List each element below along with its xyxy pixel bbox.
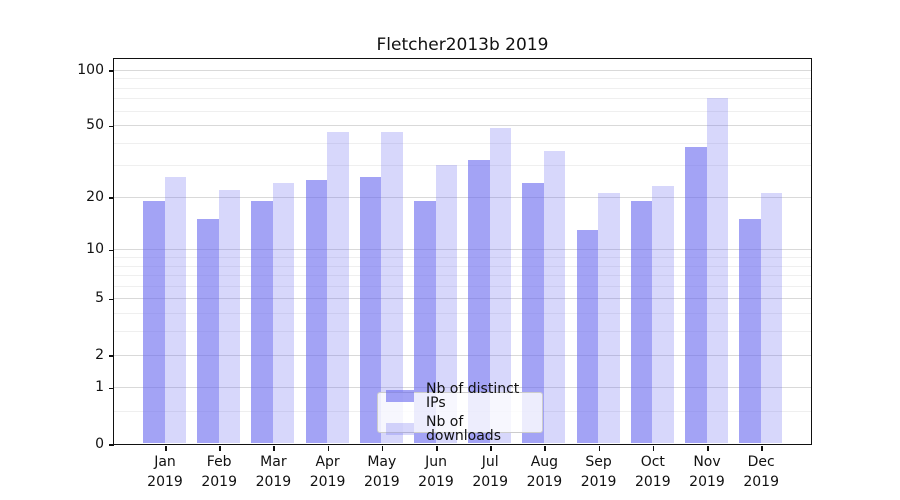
plot-area xyxy=(112,57,812,445)
y-tick-label-5: 5 xyxy=(95,290,104,307)
x-tick-label-jun: Jun 2019 xyxy=(418,454,454,490)
y-tick-label-50: 50 xyxy=(86,117,104,134)
x-tick-mark-nov xyxy=(707,445,709,451)
bar-downloads-dec xyxy=(760,193,783,444)
gridline-30 xyxy=(113,165,811,167)
gridline-70 xyxy=(113,98,811,100)
y-tick-mark-20 xyxy=(108,197,114,199)
x-tick-mark-aug xyxy=(544,445,546,451)
x-tick-mark-jul xyxy=(490,445,492,451)
x-tick-label-nov: Nov 2019 xyxy=(689,454,725,490)
bar-distinct-ips-apr xyxy=(305,179,328,444)
x-tick-label-jan: Jan 2019 xyxy=(147,454,183,490)
gridline-40 xyxy=(113,142,811,144)
gridline-7 xyxy=(113,275,811,277)
bar-downloads-jan xyxy=(164,176,186,444)
gridline-5 xyxy=(113,298,811,300)
gridline-8 xyxy=(113,265,811,267)
y-tick-label-1: 1 xyxy=(95,379,104,396)
gridline-4 xyxy=(113,313,811,315)
x-tick-mark-sep xyxy=(598,445,601,451)
gridline-6 xyxy=(113,285,811,287)
bar-downloads-jul xyxy=(489,128,512,444)
bar-distinct-ips-may xyxy=(359,176,382,444)
gridline-50 xyxy=(113,125,811,127)
x-tick-label-aug: Aug 2019 xyxy=(526,454,563,490)
y-tick-label-10: 10 xyxy=(86,241,104,258)
bar-distinct-ips-jul xyxy=(468,160,490,444)
bar-downloads-sep xyxy=(598,193,620,444)
bar-distinct-ips-oct xyxy=(630,200,653,444)
y-tick-mark-50 xyxy=(108,125,114,128)
legend: Nb of distinct IPs Nb of downloads xyxy=(377,382,543,443)
y-tick-mark-10 xyxy=(108,249,114,252)
bar-distinct-ips-mar xyxy=(251,200,273,444)
x-tick-mark-feb xyxy=(219,445,221,451)
x-tick-mark-mar xyxy=(273,445,275,451)
bar-downloads-mar xyxy=(272,182,295,444)
bar-downloads-apr xyxy=(327,131,349,444)
bar-distinct-ips-sep xyxy=(576,229,599,444)
bar-distinct-ips-feb xyxy=(197,218,219,444)
legend-swatch-downloads xyxy=(386,423,414,435)
y-tick-mark-5 xyxy=(108,298,114,301)
x-tick-label-apr: Apr 2019 xyxy=(309,454,346,490)
gridline-80 xyxy=(113,87,811,89)
gridline-2 xyxy=(113,354,811,356)
x-tick-mark-apr xyxy=(327,445,330,451)
bar-downloads-may xyxy=(381,131,403,444)
y-tick-label-2: 2 xyxy=(95,346,104,363)
y-tick-label-0: 0 xyxy=(95,435,104,452)
x-tick-label-oct: Oct 2019 xyxy=(634,454,671,490)
x-tick-label-jul: Jul 2019 xyxy=(472,454,508,490)
x-tick-mark-oct xyxy=(652,445,655,451)
x-tick-mark-jun xyxy=(436,445,438,451)
bar-distinct-ips-jan xyxy=(143,200,165,444)
gridline-60 xyxy=(113,110,811,112)
y-tick-mark-2 xyxy=(108,355,114,357)
gridline-9 xyxy=(113,257,811,258)
x-tick-label-feb: Feb 2019 xyxy=(201,454,237,490)
gridline-90 xyxy=(113,78,811,80)
bar-distinct-ips-aug xyxy=(522,182,544,444)
gridline-20 xyxy=(113,196,811,198)
bar-downloads-nov xyxy=(706,98,728,444)
y-tick-label-20: 20 xyxy=(86,188,104,205)
legend-label-downloads: Nb of downloads xyxy=(426,414,501,444)
gridline-1 xyxy=(113,387,811,389)
y-tick-mark-1 xyxy=(108,387,114,390)
x-tick-mark-dec xyxy=(761,445,763,451)
x-tick-label-mar: Mar 2019 xyxy=(255,454,292,490)
legend-swatch-distinct-ips xyxy=(386,390,414,402)
x-tick-mark-may xyxy=(381,445,384,451)
bar-downloads-feb xyxy=(218,189,241,444)
y-tick-label-100: 100 xyxy=(77,61,104,78)
legend-label-distinct-ips: Nb of distinct IPs xyxy=(426,381,520,411)
chart-title: Fletcher2013b 2019 xyxy=(376,35,549,55)
bar-downloads-oct xyxy=(652,186,674,444)
y-tick-mark-0 xyxy=(108,444,114,446)
bar-downloads-jun xyxy=(435,165,457,444)
gridline-3 xyxy=(113,331,811,333)
bar-distinct-ips-nov xyxy=(685,146,707,444)
x-tick-label-sep: Sep 2019 xyxy=(580,454,617,490)
legend-item-downloads: Nb of downloads xyxy=(386,415,542,443)
bar-distinct-ips-dec xyxy=(739,218,761,444)
bar-downloads-aug xyxy=(543,151,566,444)
y-tick-mark-100 xyxy=(108,70,114,72)
gridline-10 xyxy=(113,249,811,251)
bar-distinct-ips-jun xyxy=(414,200,436,444)
gridline-100 xyxy=(113,69,811,71)
x-tick-label-may: May 2019 xyxy=(363,454,400,490)
x-tick-mark-jan xyxy=(165,445,167,451)
legend-item-distinct-ips: Nb of distinct IPs xyxy=(386,382,542,410)
x-tick-label-dec: Dec 2019 xyxy=(743,454,779,490)
